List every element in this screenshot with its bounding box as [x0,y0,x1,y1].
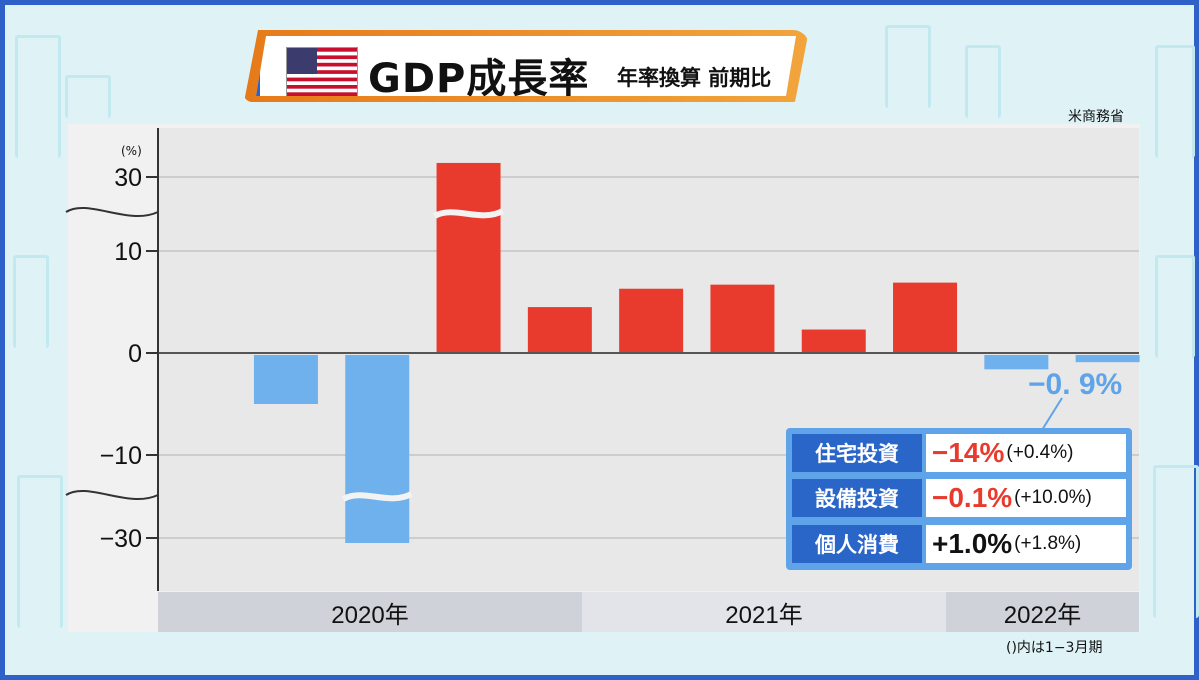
legend-value: −14% [932,437,1005,468]
bar [1075,355,1140,363]
axis-break-icon [65,490,159,500]
bar [345,355,410,543]
bar-break-mark [341,491,413,502]
chart-title-main: GDP成長率 [368,56,590,102]
chart-title: GDP成長率 年率換算 前期比 [244,30,809,102]
y-tick-label: 10 [114,238,142,266]
legend-row: 住宅投資 −14% (+0.4%) [792,434,1126,472]
bar [619,288,684,352]
component-legend: 住宅投資 −14% (+0.4%) 設備投資 −0.1% (+10.0%) 個人消費… [786,428,1132,570]
y-tick-label: 30 [114,164,142,192]
year-label-2021: 2021年 [582,592,946,632]
y-tick-label: −10 [100,442,142,470]
legend-sub: (+10.0%) [1014,487,1092,508]
legend-sub: (+1.8%) [1014,533,1082,554]
bar [436,162,501,352]
bar [253,355,318,404]
background-pattern [5,5,1199,675]
bar [893,282,958,352]
source-label: 米商務省 [1068,109,1124,125]
bar [710,284,775,352]
legend-label: 住宅投資 [792,434,922,472]
axis-break-icon [65,207,159,217]
y-tick-label: 0 [128,340,142,368]
year-label-2020: 2020年 [158,592,582,632]
bar [801,329,866,352]
bar [527,307,592,352]
y-axis-unit: (%) [121,144,142,158]
chart-title-sub: 年率換算 前期比 [617,66,772,90]
legend-row: 個人消費 +1.0% (+1.8%) [792,525,1126,563]
legend-value: −0.1% [932,482,1013,513]
legend-sub: (+0.4%) [1006,442,1074,463]
annotation-last-value: −0. 9% [1028,368,1123,401]
bar-break-mark [433,208,504,219]
legend-value: +1.0% [932,528,1013,559]
legend-row: 設備投資 −0.1% (+10.0%) [792,479,1126,517]
legend-label: 個人消費 [792,525,922,563]
y-tick-label: −30 [100,525,142,553]
bar [984,355,1049,370]
legend-label: 設備投資 [792,479,922,517]
footnote: ()内は1−3月期 [1006,640,1103,656]
year-label-2022: 2022年 [946,592,1139,632]
annotation-leader [1041,397,1063,431]
